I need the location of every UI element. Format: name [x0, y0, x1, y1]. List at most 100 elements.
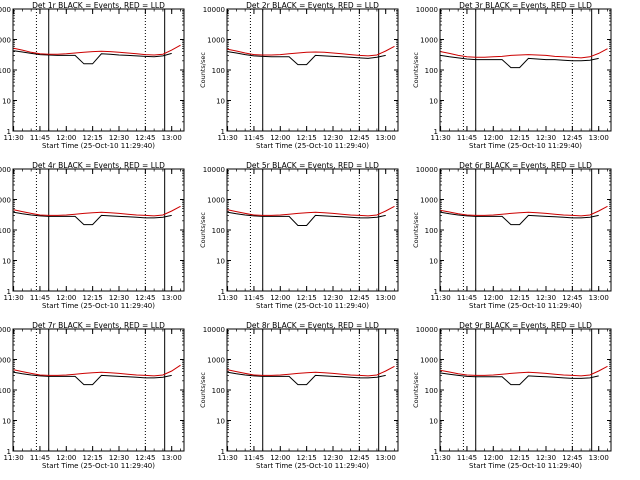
y-tick-label: 10000 [0, 6, 11, 14]
y-tick-label: 10 [429, 98, 438, 106]
x-tick-label: 13:00 [162, 134, 182, 142]
x-tick-label: 12:15 [510, 454, 530, 462]
x-tick-label: 11:45 [457, 454, 477, 462]
x-tick-label: 13:00 [589, 294, 609, 302]
panel-title: Det 8r BLACK = Events, RED = LLD [246, 321, 379, 330]
detector-panel: Det 8r BLACK = Events, RED = LLD 1 10 100 10… [199, 321, 399, 470]
y-tick-label: 1 [221, 448, 225, 456]
x-axis-label: Start Time (25-Oct-10 11:29:40) [42, 302, 155, 310]
y-tick-label: 10 [429, 418, 438, 426]
x-tick-label: 12:45 [349, 294, 369, 302]
x-tick-label: 11:45 [30, 134, 50, 142]
y-tick-label: 10000 [203, 6, 225, 14]
x-tick-label: 12:30 [323, 454, 343, 462]
x-tick-label: 12:15 [510, 294, 530, 302]
lld-series-line [13, 364, 181, 377]
detector-panel: Det 6r BLACK = Events, RED = LLD 1 10 100 10… [412, 161, 612, 310]
x-tick-label: 11:30 [217, 454, 237, 462]
x-tick-label: 11:30 [430, 454, 450, 462]
y-tick-label: 10 [216, 418, 225, 426]
x-tick-label: 12:00 [483, 294, 503, 302]
x-tick-label: 11:30 [217, 294, 237, 302]
y-tick-label: 1000 [420, 197, 438, 205]
x-tick-label: 12:30 [109, 454, 129, 462]
x-tick-label: 11:30 [3, 294, 23, 302]
x-tick-label: 12:45 [349, 454, 369, 462]
lld-series-line [227, 205, 395, 217]
x-axis-label: Start Time (25-Oct-10 11:29:40) [469, 462, 582, 470]
y-tick-label: 10000 [416, 166, 438, 174]
plot-frame [439, 328, 612, 452]
events-series-line [227, 51, 386, 66]
y-axis-label: Counts/sec [199, 372, 207, 408]
y-tick-label: 1000 [207, 197, 225, 205]
plot-frame [226, 8, 399, 132]
x-tick-label: 12:45 [135, 294, 155, 302]
x-tick-label: 13:00 [162, 294, 182, 302]
plot-frame [226, 328, 399, 452]
y-tick-label: 100 [425, 227, 438, 235]
lld-series-line [440, 365, 608, 377]
x-tick-label: 11:45 [244, 134, 264, 142]
x-tick-label: 11:30 [3, 134, 23, 142]
y-tick-label: 1000 [0, 357, 11, 365]
x-axis-label: Start Time (25-Oct-10 11:29:40) [256, 302, 369, 310]
y-tick-label: 1000 [0, 197, 11, 205]
x-tick-label: 12:00 [483, 454, 503, 462]
events-series-line [440, 372, 599, 386]
x-axis-label: Start Time (25-Oct-10 11:29:40) [469, 142, 582, 150]
panel-title: Det 6r BLACK = Events, RED = LLD [459, 161, 592, 170]
x-tick-label: 11:30 [3, 454, 23, 462]
lld-series-line [13, 44, 181, 56]
y-tick-label: 1 [434, 448, 438, 456]
x-tick-label: 13:00 [589, 134, 609, 142]
x-tick-label: 11:45 [244, 294, 264, 302]
y-axis-label: Counts/sec [412, 372, 420, 408]
x-tick-label: 12:15 [83, 454, 103, 462]
x-tick-label: 11:45 [244, 454, 264, 462]
y-tick-label: 1 [7, 288, 11, 296]
plot-frame [12, 328, 185, 452]
events-series-line [440, 54, 599, 69]
x-tick-label: 12:00 [56, 134, 76, 142]
y-tick-label: 10000 [0, 166, 11, 174]
y-tick-label: 1 [7, 448, 11, 456]
x-tick-label: 12:30 [536, 134, 556, 142]
x-tick-label: 11:45 [30, 294, 50, 302]
y-axis-label: Counts/sec [199, 52, 207, 88]
x-tick-label: 12:15 [510, 134, 530, 142]
lld-series-line [440, 48, 608, 59]
y-tick-label: 1 [434, 288, 438, 296]
y-tick-label: 100 [0, 387, 11, 395]
x-tick-label: 13:00 [162, 454, 182, 462]
events-series-line [227, 371, 386, 386]
y-tick-label: 1000 [420, 357, 438, 365]
x-tick-label: 12:00 [270, 134, 290, 142]
x-tick-label: 11:30 [217, 134, 237, 142]
x-tick-label: 12:15 [297, 454, 317, 462]
y-tick-label: 10 [2, 258, 11, 266]
plot-frame [439, 168, 612, 292]
lld-series-line [13, 205, 181, 217]
y-tick-label: 100 [0, 67, 11, 75]
panel-title: Det 4r BLACK = Events, RED = LLD [32, 161, 165, 170]
detector-panel: Det 3r BLACK = Events, RED = LLD 1 10 100 10… [412, 1, 612, 150]
x-tick-label: 12:15 [297, 134, 317, 142]
plot-frame [226, 168, 399, 292]
detector-panel: Det 2r BLACK = Events, RED = LLD 1 10 100 10… [199, 1, 399, 150]
y-tick-label: 1 [221, 128, 225, 136]
y-tick-label: 10000 [416, 326, 438, 334]
x-tick-label: 13:00 [376, 454, 396, 462]
x-axis-label: Start Time (25-Oct-10 11:29:40) [42, 142, 155, 150]
detector-panel: Det 9r BLACK = Events, RED = LLD 1 10 100 10… [412, 321, 612, 470]
y-tick-label: 100 [212, 67, 225, 75]
panel-title: Det 9r BLACK = Events, RED = LLD [459, 321, 592, 330]
y-tick-label: 10 [216, 98, 225, 106]
events-series-line [13, 371, 172, 386]
y-tick-label: 1 [434, 128, 438, 136]
x-tick-label: 12:00 [56, 294, 76, 302]
x-tick-label: 12:45 [349, 134, 369, 142]
panel-title: Det 5r BLACK = Events, RED = LLD [246, 161, 379, 170]
y-axis-label: Counts/sec [199, 212, 207, 248]
